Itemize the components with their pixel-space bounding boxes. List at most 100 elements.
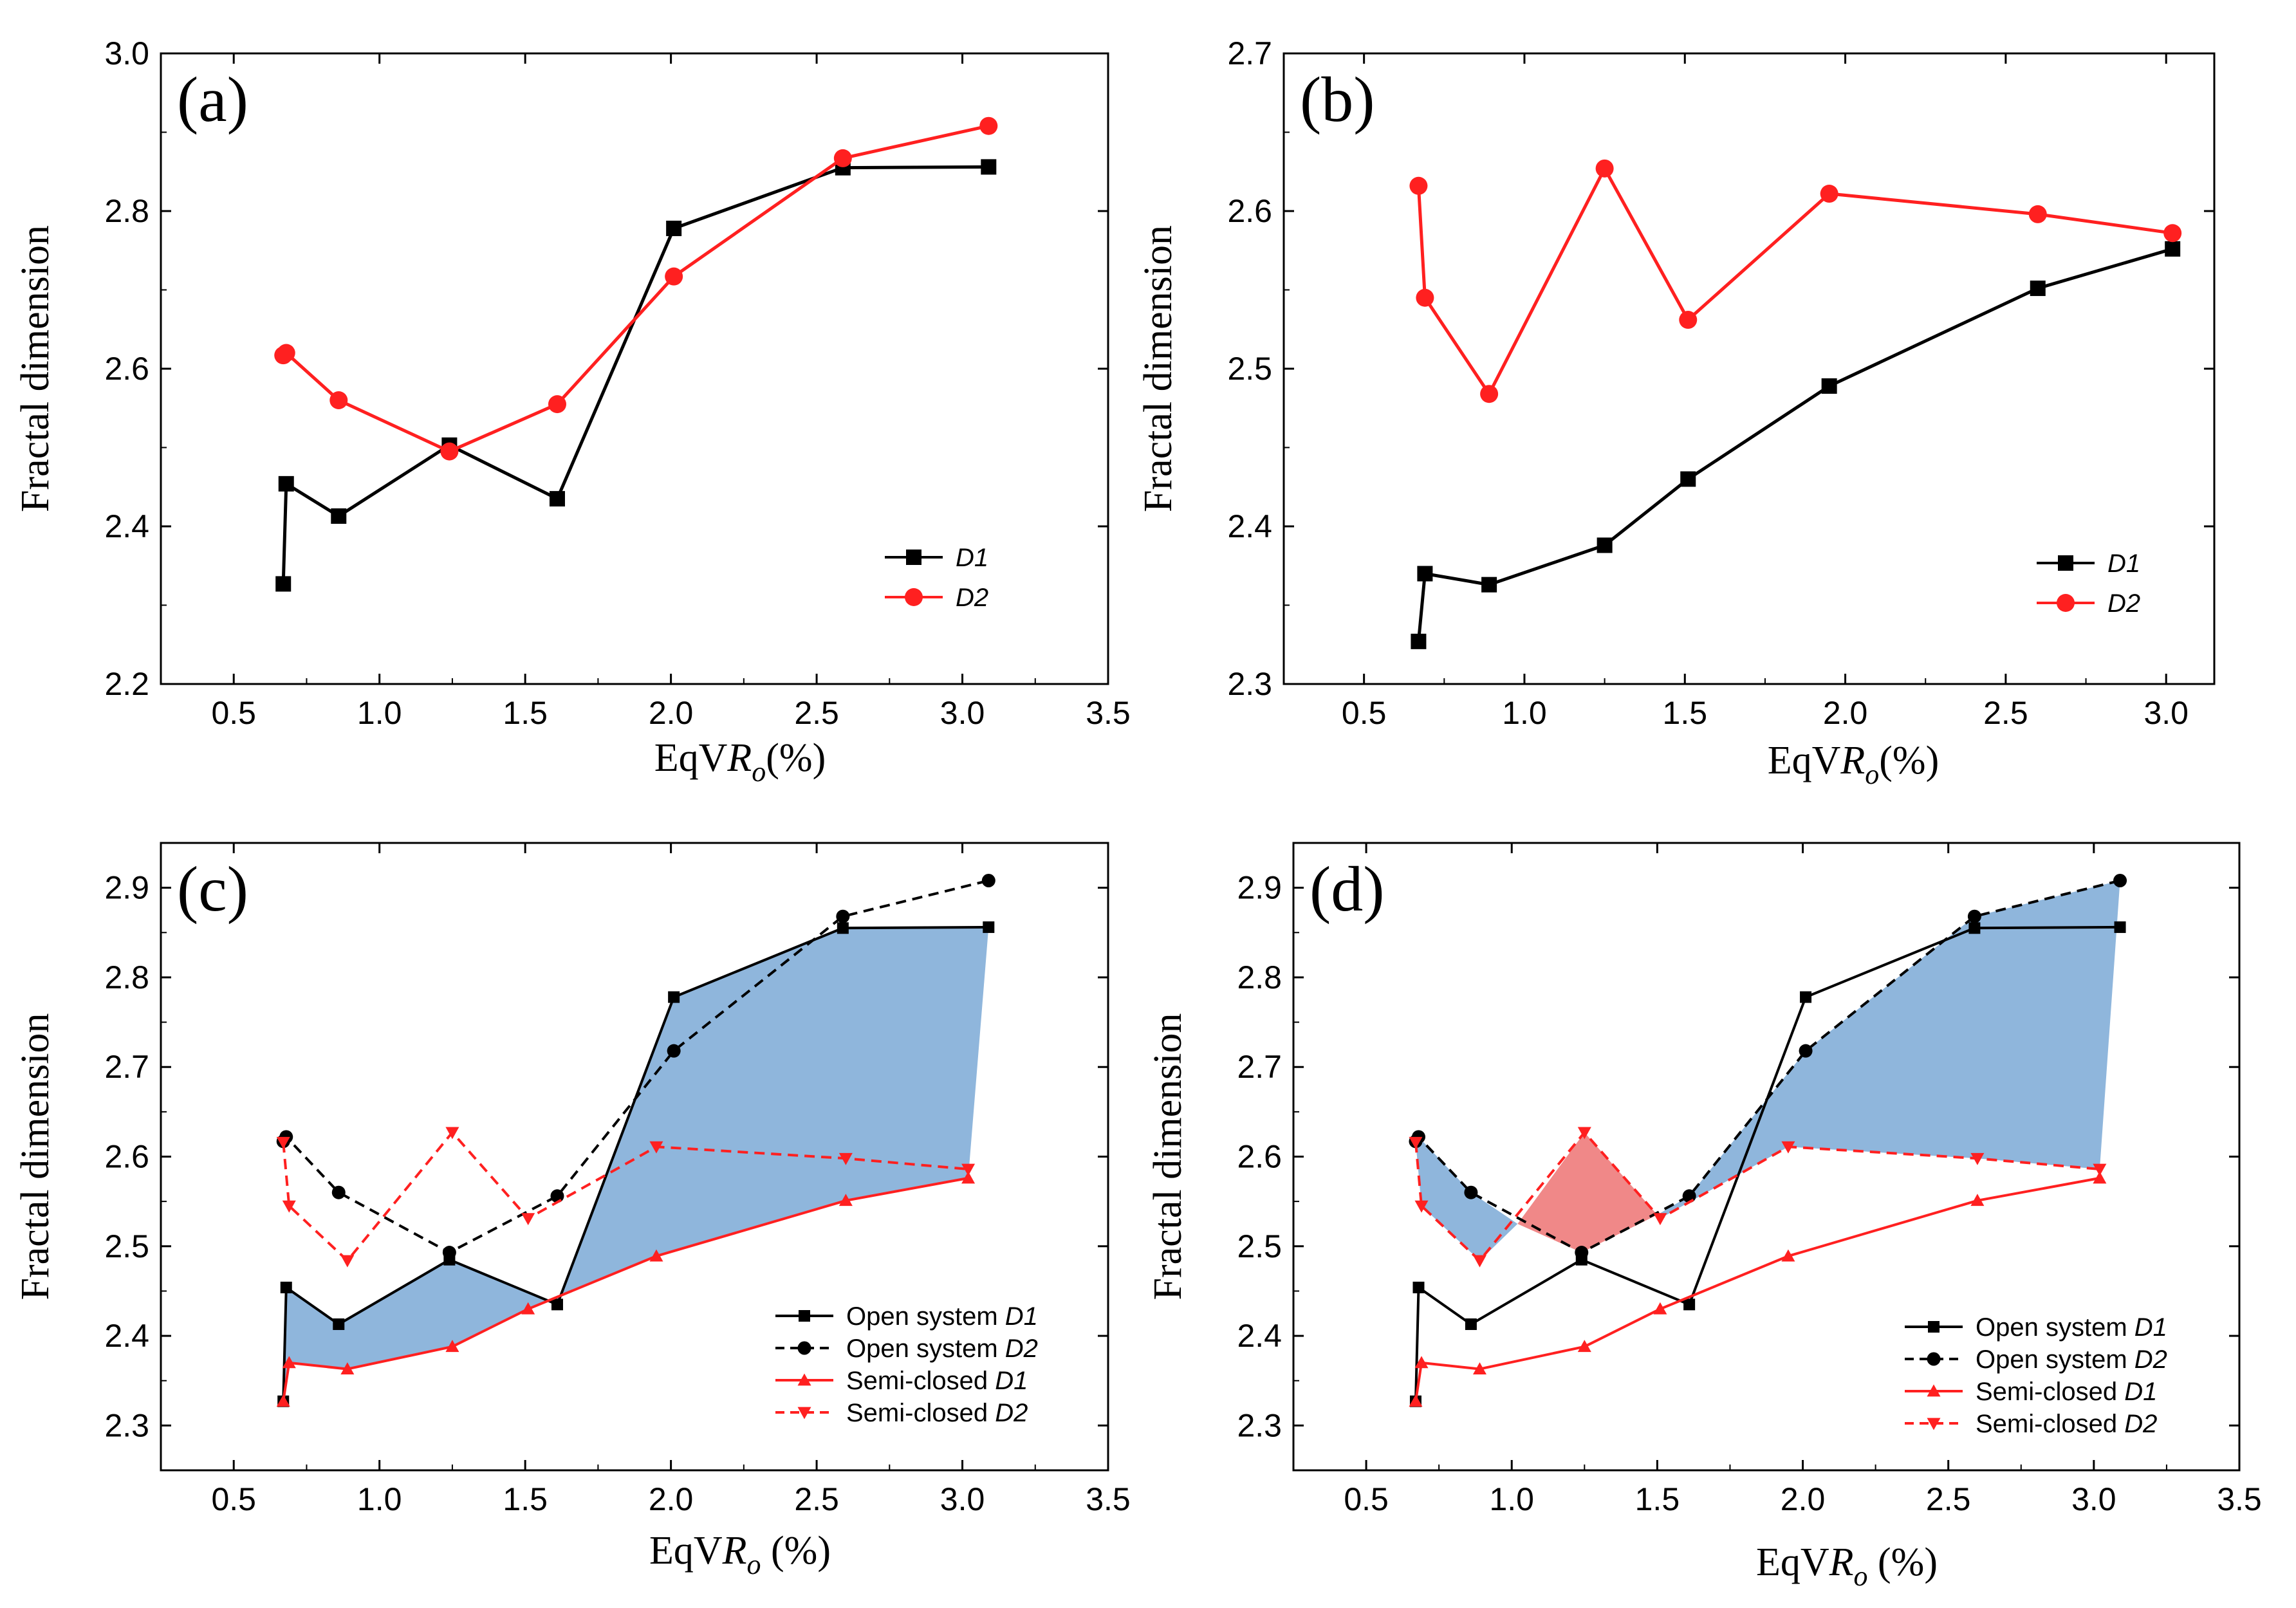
y-tick-label: 2.3 xyxy=(104,1407,149,1443)
series-1-point-2 xyxy=(278,476,294,492)
x-axis-label-part: (%) xyxy=(1868,1540,1938,1584)
legend-label-italic: D1 xyxy=(995,1367,1028,1395)
series-2-point-3 xyxy=(329,391,348,409)
series-1-point-3 xyxy=(1465,1318,1477,1330)
series-3-point-8 xyxy=(961,1171,976,1184)
series-1-line xyxy=(1416,247,2173,642)
legend-label-text: Open system xyxy=(1976,1345,2134,1374)
legend-marker-1 xyxy=(799,1310,810,1322)
series-1-point-5 xyxy=(1683,1298,1696,1311)
x-axis-label: EqVRo (%) xyxy=(1756,1540,1938,1592)
series-2-point-4 xyxy=(442,1246,456,1260)
series-1-point-6 xyxy=(668,991,680,1003)
legend-label-3: Semi-closed D1 xyxy=(1976,1378,2157,1406)
x-tick-label: 2.0 xyxy=(1781,1481,1826,1517)
legend-label-italic: D1 xyxy=(2124,1378,2157,1406)
series-4-point-5 xyxy=(521,1213,535,1226)
x-axis-label-part: R xyxy=(722,1529,747,1573)
series-4-point-3 xyxy=(340,1255,355,1268)
series-4-point-7 xyxy=(838,1152,853,1165)
series-4-line xyxy=(282,1131,968,1262)
x-tick-label: 2.5 xyxy=(794,1481,839,1517)
series-2-point-6 xyxy=(1820,185,1838,203)
legend-label-text: Open system xyxy=(846,1302,1005,1331)
series-3-line xyxy=(1414,1176,2100,1402)
series-2-line xyxy=(282,124,989,454)
series-4-point-4 xyxy=(1577,1127,1591,1140)
series-4 xyxy=(276,1127,976,1268)
series-2-point-8 xyxy=(2113,874,2127,887)
legend-marker-4 xyxy=(797,1407,811,1419)
series-2-point-7 xyxy=(2028,205,2047,223)
legend-marker-1 xyxy=(2058,555,2073,571)
series-2-point-6 xyxy=(665,267,683,286)
series-1-point-6 xyxy=(1821,378,1837,394)
legend-label-text: Open system xyxy=(1976,1313,2134,1342)
x-tick-label: 3.0 xyxy=(940,695,985,731)
series-1-point-5 xyxy=(549,491,565,507)
y-tick-label: 2.5 xyxy=(1237,1228,1282,1264)
series-3-point-8 xyxy=(2093,1171,2107,1184)
series-2-point-7 xyxy=(1967,909,1981,923)
y-tick-label: 2.6 xyxy=(104,351,149,387)
series-4-point-5 xyxy=(1653,1213,1667,1226)
series-4-point-6 xyxy=(1781,1141,1795,1154)
series-3-point-5 xyxy=(521,1302,535,1315)
series-3 xyxy=(1409,1171,2107,1407)
legend-label-text: Semi-closed xyxy=(846,1367,995,1395)
legend-marker-4 xyxy=(1927,1418,1941,1430)
x-axis-label-part: EqV xyxy=(1768,739,1841,782)
series-1 xyxy=(1411,241,2181,649)
x-tick-label: 0.5 xyxy=(211,1481,256,1517)
series-4-point-1 xyxy=(1409,1136,1423,1149)
legend-label-text: Semi-closed xyxy=(1976,1410,2124,1438)
series-1-point-1 xyxy=(1411,633,1427,649)
series-1-point-7 xyxy=(1968,922,1981,934)
legend-label-1: D1 xyxy=(2107,550,2140,578)
y-tick-label: 2.4 xyxy=(1237,1318,1282,1354)
x-axis-label-part: EqV xyxy=(1756,1540,1829,1584)
series-2 xyxy=(274,116,998,461)
series-3-point-5 xyxy=(1653,1302,1667,1315)
y-axis-label: Fractal dimension xyxy=(1136,225,1180,512)
series-4-line xyxy=(1414,1131,2100,1262)
series-1-line xyxy=(281,165,989,584)
series-1-point-2 xyxy=(1412,1281,1425,1293)
series-1-point-1 xyxy=(275,576,292,592)
series-3-point-1 xyxy=(276,1394,290,1407)
series-2-point-3 xyxy=(331,1185,346,1199)
series-4-point-2 xyxy=(1414,1200,1429,1213)
x-axis-label-part: (%) xyxy=(1879,739,1939,782)
x-tick-label: 2.5 xyxy=(1926,1481,1971,1517)
x-tick-label: 0.5 xyxy=(211,695,256,731)
x-tick-label: 3.0 xyxy=(940,1481,985,1517)
legend-label-italic: D1 xyxy=(2134,1313,2167,1342)
legend-label-1: Open system D1 xyxy=(1976,1313,2167,1342)
x-tick-label: 1.0 xyxy=(357,695,402,731)
legend-label-1: D1 xyxy=(956,544,988,572)
series-4-point-1 xyxy=(276,1136,290,1149)
x-tick-label: 3.5 xyxy=(1086,695,1131,731)
x-tick-label: 1.5 xyxy=(1663,695,1708,731)
x-tick-label: 2.0 xyxy=(649,695,694,731)
legend-label-italic: D2 xyxy=(995,1399,1028,1427)
legend-marker-2 xyxy=(905,588,923,606)
series-3-point-7 xyxy=(838,1194,853,1206)
y-tick-label: 2.4 xyxy=(104,1318,149,1354)
x-tick-label: 0.5 xyxy=(1344,1481,1389,1517)
legend-label-italic: D2 xyxy=(2134,1345,2167,1374)
legend-marker-2 xyxy=(1927,1352,1941,1366)
series-2-point-8 xyxy=(979,116,998,135)
x-tick-label: 3.0 xyxy=(2143,695,2189,731)
series-2-line xyxy=(1416,167,2173,396)
x-tick-label: 1.5 xyxy=(503,1481,548,1517)
series-1-point-5 xyxy=(1680,471,1696,487)
series-3-point-4 xyxy=(445,1340,459,1353)
series-1-point-3 xyxy=(1481,577,1497,593)
y-tick-label: 2.2 xyxy=(104,666,149,702)
legend-label-3: Semi-closed D1 xyxy=(846,1367,1028,1395)
legend-label-4: Semi-closed D2 xyxy=(846,1399,1028,1427)
legend-label-text: Semi-closed xyxy=(846,1399,995,1427)
series-1-point-7 xyxy=(837,922,849,934)
